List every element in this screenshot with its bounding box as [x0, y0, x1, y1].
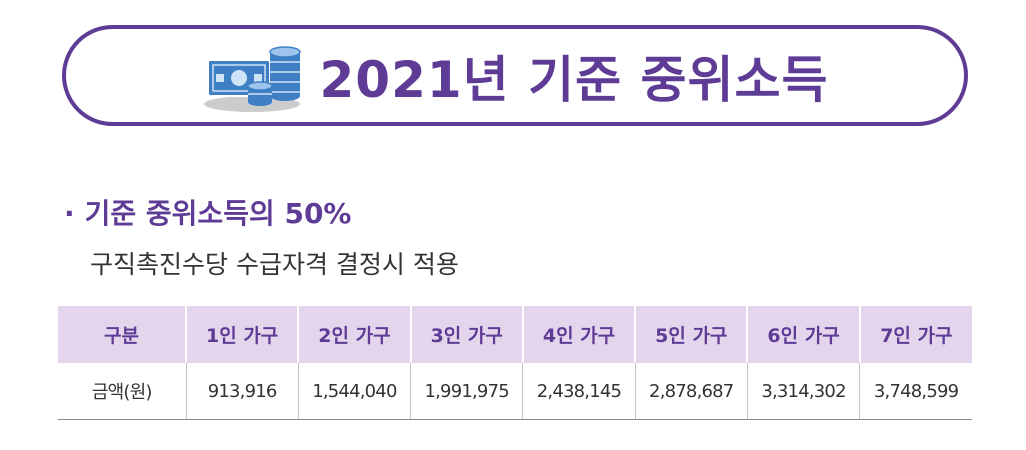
header-3-person: 3인 가구 — [409, 306, 523, 363]
header-7-person: 7인 가구 — [858, 306, 972, 363]
row-label: 금액(원) — [58, 363, 186, 420]
section-heading-text: 기준 중위소득의 50% — [84, 197, 352, 230]
table-row: 금액(원) 913,916 1,544,040 1,991,975 2,438,… — [58, 363, 972, 420]
section-heading: · 기준 중위소득의 50% — [64, 192, 351, 232]
header-6-person: 6인 가구 — [746, 306, 860, 363]
amount-5-person: 2,878,687 — [634, 363, 748, 420]
bullet: · — [64, 197, 75, 230]
table-header-row: 구분 1인 가구 2인 가구 3인 가구 4인 가구 5인 가구 6인 가구 7… — [58, 306, 972, 363]
income-table: 구분 1인 가구 2인 가구 3인 가구 4인 가구 5인 가구 6인 가구 7… — [58, 306, 972, 420]
header-category: 구분 — [58, 306, 186, 363]
amount-4-person: 2,438,145 — [522, 363, 636, 420]
amount-6-person: 3,314,302 — [746, 363, 860, 420]
header-4-person: 4인 가구 — [521, 306, 636, 363]
header-5-person: 5인 가구 — [634, 306, 748, 363]
banner-title: 2021년 기준 중위소득 — [319, 50, 829, 109]
amount-7-person: 3,748,599 — [859, 363, 972, 420]
section-description: 구직촉진수당 수급자격 결정시 적용 — [90, 250, 459, 279]
amount-1-person: 913,916 — [185, 363, 299, 420]
amount-3-person: 1,991,975 — [410, 363, 523, 420]
header-1-person: 1인 가구 — [184, 306, 299, 363]
header-2-person: 2인 가구 — [297, 306, 411, 363]
title-banner: 2021년 기준 중위소득 — [62, 25, 968, 126]
amount-2-person: 1,544,040 — [297, 363, 411, 420]
money-stack-icon — [203, 45, 301, 112]
